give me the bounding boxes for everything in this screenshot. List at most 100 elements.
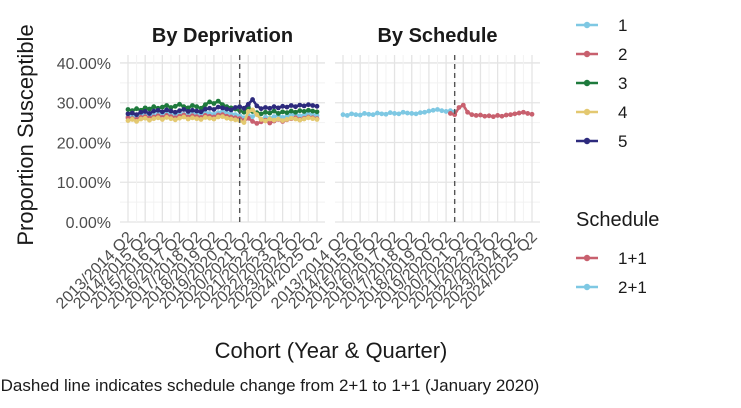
data-point (280, 109, 286, 115)
data-point (314, 109, 320, 115)
data-point (258, 111, 264, 117)
data-point (125, 107, 131, 112)
data-point (177, 108, 182, 114)
data-point (465, 109, 470, 115)
data-point (159, 117, 165, 122)
data-point (275, 105, 281, 111)
data-point (125, 118, 131, 124)
data-point (250, 107, 255, 113)
data-point (499, 113, 505, 119)
data-point (508, 112, 513, 118)
data-point (460, 102, 466, 108)
data-point (202, 115, 208, 120)
data-point (409, 111, 415, 116)
data-point (267, 116, 273, 122)
data-point (168, 108, 174, 114)
data-point (134, 106, 139, 112)
data-point (220, 114, 225, 120)
data-point (387, 110, 393, 116)
data-point (172, 103, 178, 109)
data-point (447, 111, 453, 116)
data-point (211, 101, 217, 106)
data-point (215, 104, 221, 110)
data-point (258, 106, 264, 112)
data-point (280, 103, 286, 109)
data-point (228, 107, 234, 113)
data-point (263, 109, 268, 115)
data-point (129, 110, 135, 116)
data-point (370, 112, 376, 118)
data-point (383, 111, 389, 117)
data-point (267, 105, 273, 111)
data-point (181, 107, 187, 112)
data-point (374, 110, 380, 116)
data-point (190, 107, 195, 113)
data-point (512, 111, 518, 117)
legend-key-point (583, 283, 591, 291)
data-point (142, 115, 148, 121)
data-point (177, 101, 182, 107)
data-point (172, 109, 178, 115)
data-point (254, 120, 260, 126)
data-point (215, 98, 221, 104)
data-point (426, 108, 432, 114)
data-point (314, 117, 320, 122)
data-point (422, 109, 428, 115)
data-point (344, 113, 350, 118)
data-point (263, 105, 268, 110)
data-point (147, 111, 152, 116)
data-point (129, 117, 135, 122)
data-point (250, 97, 255, 102)
data-point (293, 109, 298, 115)
data-point (473, 113, 479, 118)
data-point (267, 110, 273, 116)
data-point (250, 114, 255, 120)
y-tick-label: 0.00% (66, 215, 111, 232)
data-point (400, 109, 406, 115)
data-point (211, 107, 217, 112)
data-point (340, 112, 346, 118)
data-point (185, 109, 191, 114)
data-point (469, 112, 475, 118)
data-point (198, 117, 204, 122)
data-point (168, 105, 174, 110)
data-point (207, 105, 213, 111)
data-point (521, 109, 526, 115)
data-point (284, 104, 290, 110)
data-point (172, 117, 178, 123)
legend-label: 4 (618, 103, 627, 122)
data-point (254, 112, 260, 118)
legend-key-point (583, 21, 591, 29)
legend-key-point (583, 137, 591, 145)
data-point (297, 113, 303, 119)
data-point (232, 117, 238, 123)
data-point (267, 120, 273, 126)
data-point (258, 117, 264, 122)
data-point (405, 110, 410, 116)
data-point (147, 117, 152, 123)
data-point (525, 111, 531, 116)
data-point (263, 118, 268, 124)
data-point (413, 111, 419, 117)
data-point (288, 103, 294, 108)
data-point (349, 111, 354, 117)
data-point (151, 108, 157, 114)
data-point (310, 108, 316, 114)
data-point (516, 110, 522, 116)
data-point (177, 115, 182, 121)
data-point (301, 103, 307, 109)
data-point (215, 114, 221, 120)
data-point (271, 117, 277, 123)
data-point (495, 113, 501, 118)
data-point (138, 116, 144, 122)
data-point (164, 115, 170, 120)
data-point (202, 106, 208, 112)
data-point (155, 115, 161, 121)
data-point (503, 112, 509, 118)
data-point (194, 108, 200, 114)
data-point (194, 104, 200, 110)
data-point (392, 111, 397, 116)
data-point (181, 114, 187, 120)
